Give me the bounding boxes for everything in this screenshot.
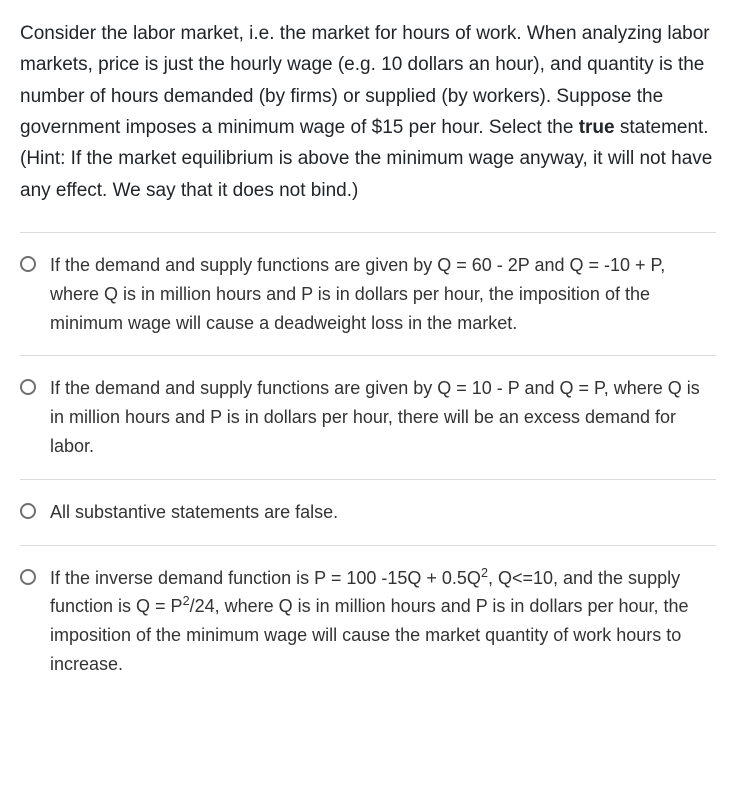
option-text: All substantive statements are false. [50, 498, 338, 527]
superscript: 2 [481, 566, 488, 580]
radio-icon[interactable] [20, 503, 36, 519]
superscript: 2 [183, 594, 190, 608]
option-text-part: If the demand and supply functions are g… [50, 255, 665, 333]
question-bold: true [579, 117, 615, 138]
option-row[interactable]: If the inverse demand function is P = 10… [20, 545, 716, 697]
radio-icon[interactable] [20, 256, 36, 272]
radio-icon[interactable] [20, 379, 36, 395]
option-row[interactable]: If the demand and supply functions are g… [20, 232, 716, 355]
option-text: If the inverse demand function is P = 10… [50, 564, 716, 679]
option-text-part: All substantive statements are false. [50, 502, 338, 522]
options-list: If the demand and supply functions are g… [20, 232, 716, 697]
option-text-part: If the demand and supply functions are g… [50, 378, 700, 456]
option-row[interactable]: All substantive statements are false. [20, 479, 716, 545]
question-stem: Consider the labor market, i.e. the mark… [20, 18, 716, 206]
option-text-part: If the inverse demand function is P = 10… [50, 568, 481, 588]
option-text: If the demand and supply functions are g… [50, 374, 716, 460]
option-text: If the demand and supply functions are g… [50, 251, 716, 337]
radio-icon[interactable] [20, 569, 36, 585]
question-container: Consider the labor market, i.e. the mark… [0, 0, 736, 717]
option-row[interactable]: If the demand and supply functions are g… [20, 355, 716, 478]
